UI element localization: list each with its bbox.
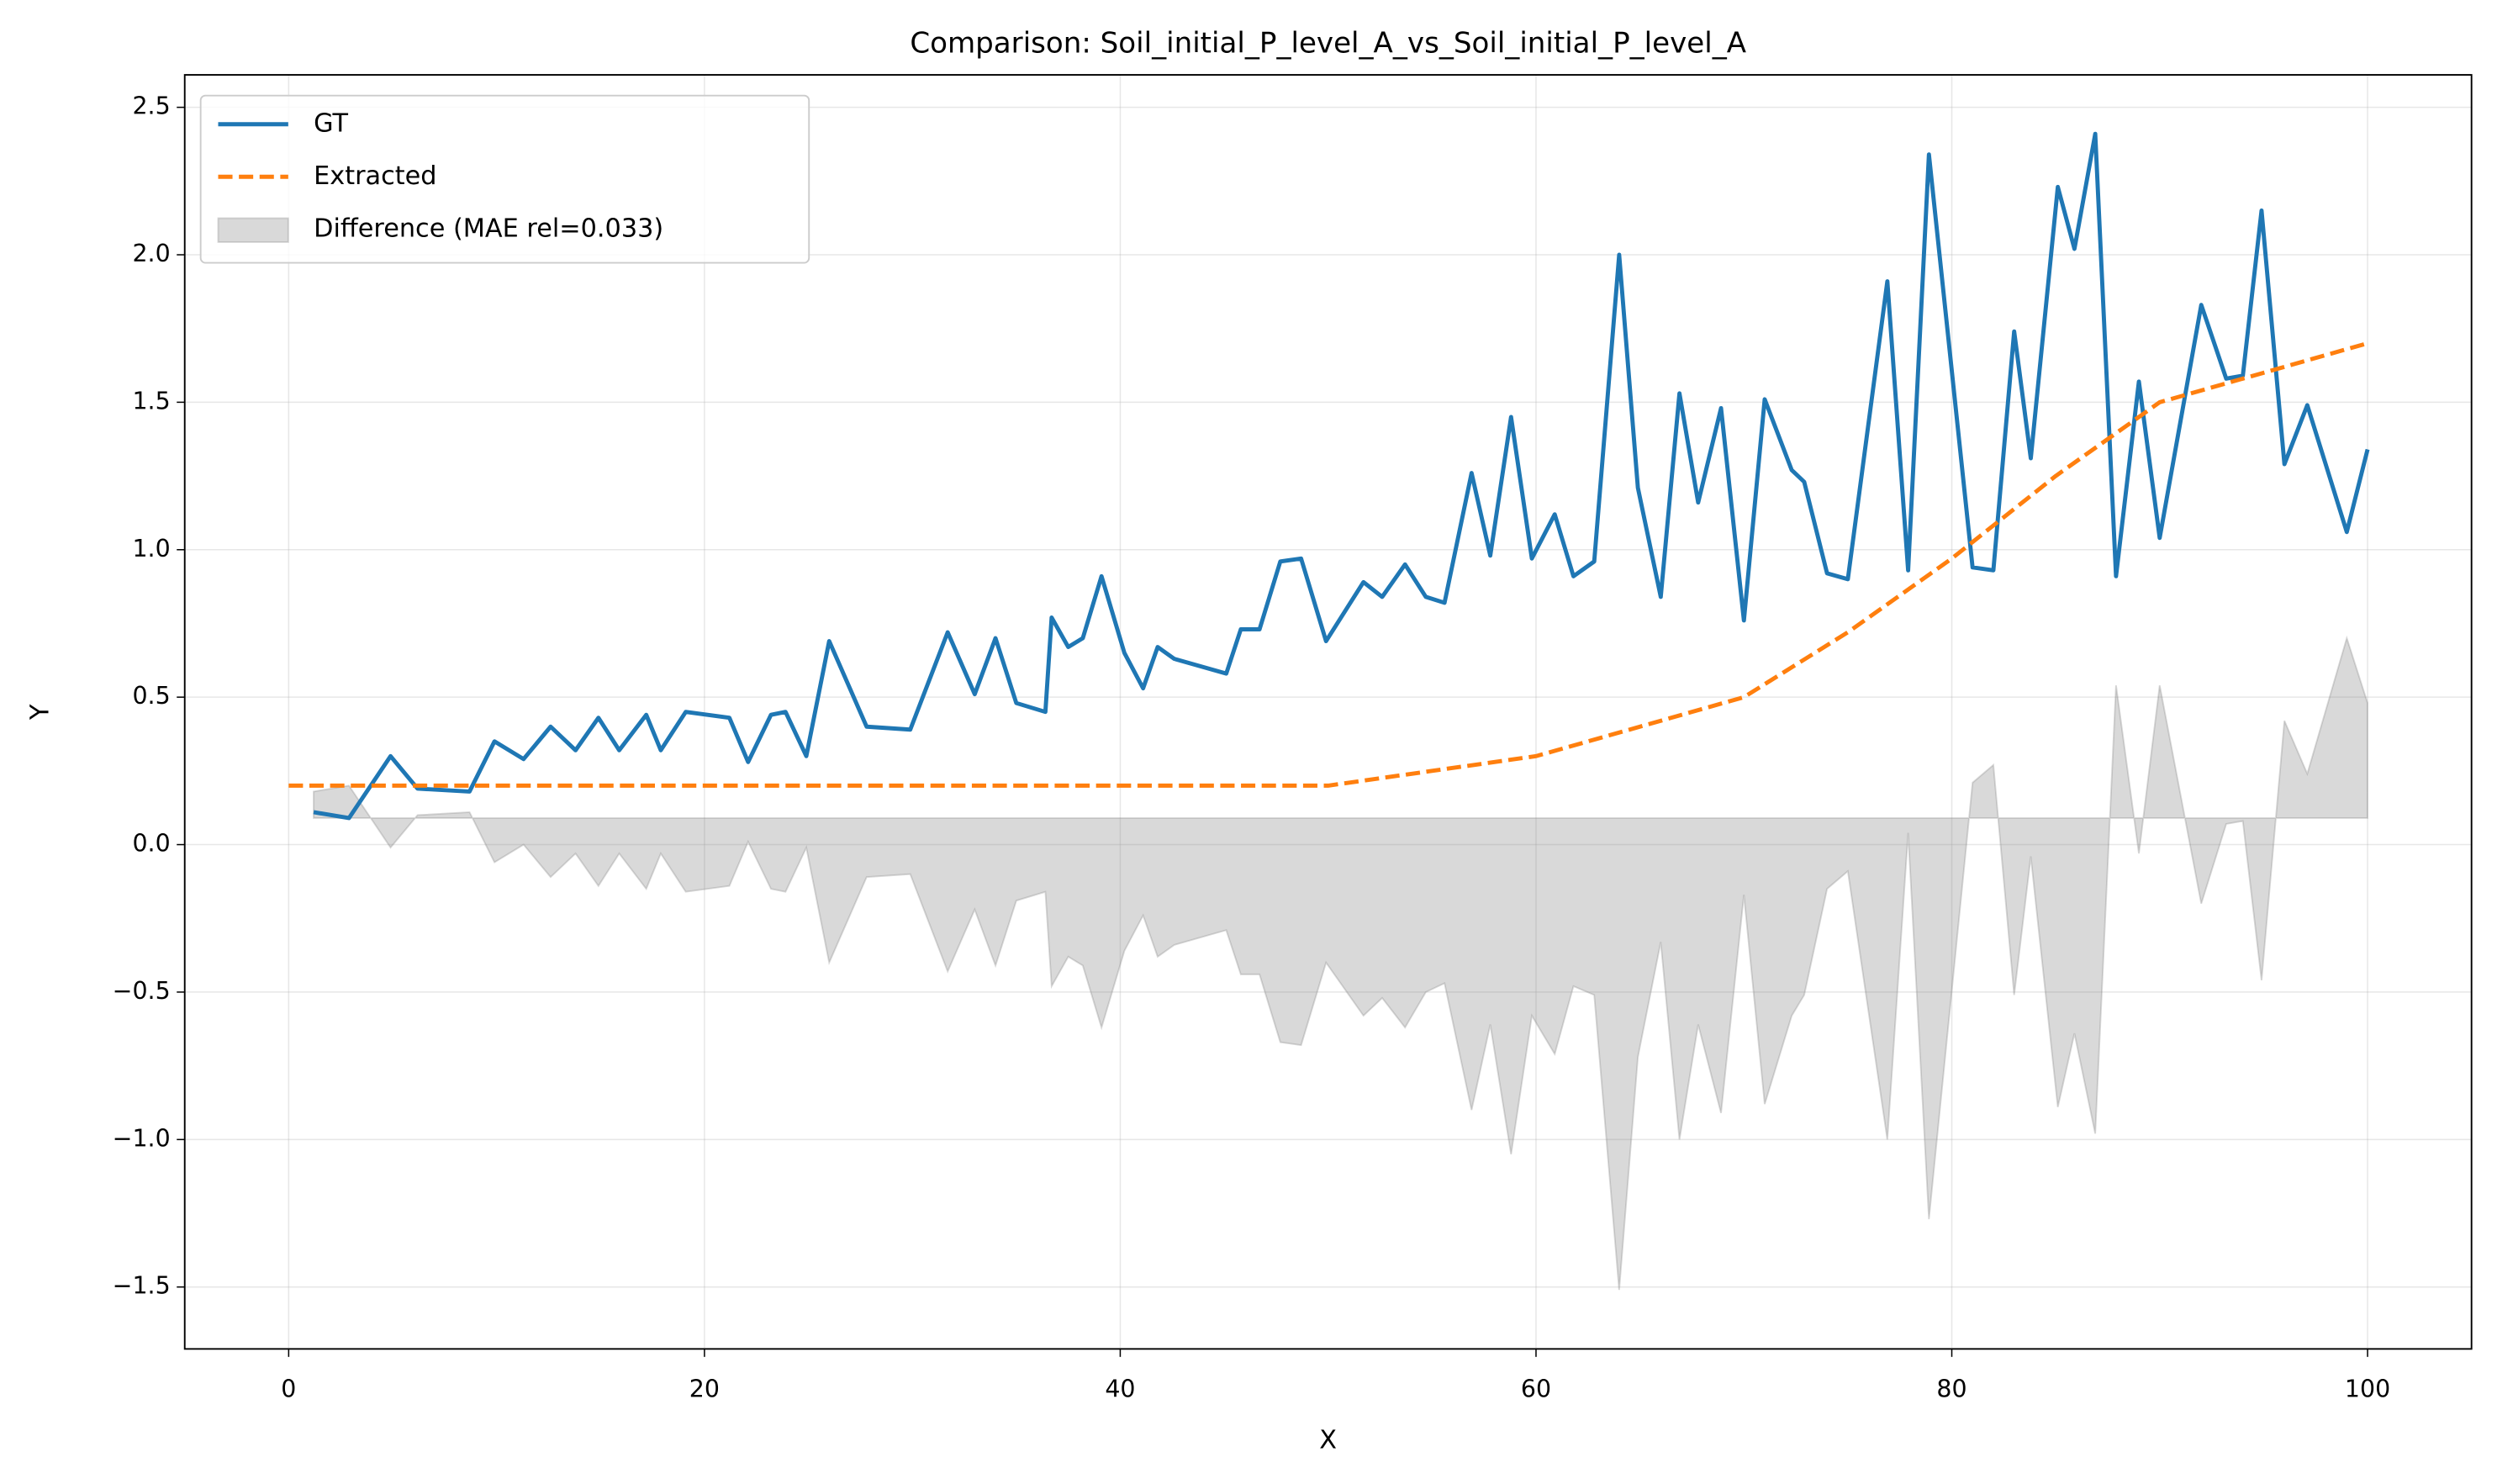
y-tick-label: −1.0 <box>113 1124 171 1152</box>
legend-label: Difference (MAE rel=0.033) <box>314 214 663 243</box>
y-axis-label: Y <box>26 704 55 721</box>
y-tick-label: −0.5 <box>113 977 171 1005</box>
ticks: 0 20 40 60 80 100 −1.5 −1.0 −0.5 0.0 0.5 1.0 1.5 2.0 2… <box>113 92 2390 1403</box>
legend-swatch <box>217 217 289 243</box>
legend-label: Extracted <box>314 161 436 191</box>
x-tick-label: 60 <box>1521 1376 1551 1403</box>
data-line <box>313 131 2370 821</box>
y-tick-label: 2.0 <box>132 240 170 267</box>
grid <box>184 75 2472 1349</box>
legend-box <box>199 94 810 264</box>
y-tick-label: −1.5 <box>113 1272 171 1300</box>
axes-frame <box>183 74 2473 1350</box>
x-tick-label: 100 <box>2345 1376 2390 1403</box>
legend: GT Extracted Difference (MAE rel=0.033) <box>199 94 810 264</box>
y-tick-label: 0.0 <box>132 830 170 858</box>
x-tick-label: 20 <box>689 1376 720 1403</box>
y-tick-label: 0.5 <box>132 682 170 710</box>
x-tick-label: 40 <box>1105 1376 1135 1403</box>
y-tick-label: 1.5 <box>132 387 170 415</box>
x-tick-label: 0 <box>281 1376 296 1403</box>
y-tick-label: 1.0 <box>132 535 170 562</box>
x-tick-label: 80 <box>1936 1376 1966 1403</box>
y-tick-label: 2.5 <box>132 92 170 120</box>
legend-label: GT <box>314 108 348 138</box>
x-axis-label: X <box>1319 1426 1337 1455</box>
chart-title: Comparison: Soil_initial_P_level_A_vs_So… <box>910 27 1746 61</box>
data-line <box>288 341 2368 788</box>
plot-area <box>288 131 2370 1291</box>
difference-area <box>313 635 2369 1291</box>
